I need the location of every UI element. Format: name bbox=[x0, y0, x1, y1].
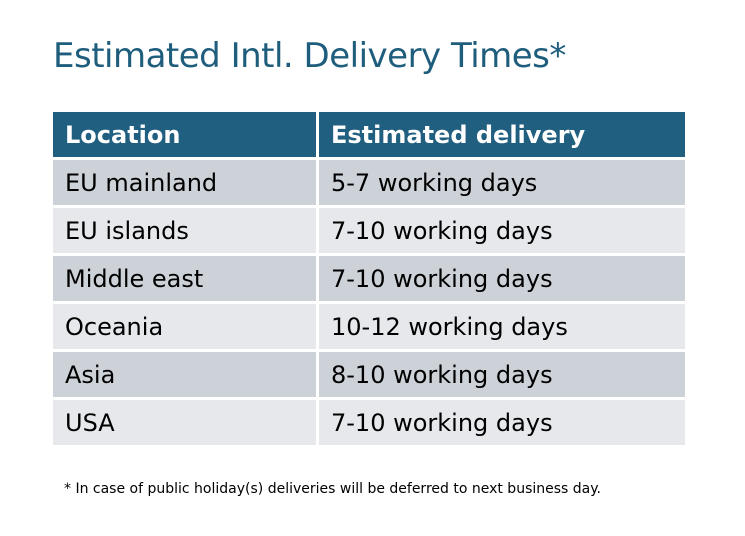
location-cell: Asia bbox=[53, 352, 316, 397]
page-title: Estimated Intl. Delivery Times* bbox=[53, 36, 566, 76]
table-row: EU islands 7-10 working days bbox=[53, 208, 685, 253]
table-row: Asia 8-10 working days bbox=[53, 352, 685, 397]
delivery-cell: 7-10 working days bbox=[319, 208, 685, 253]
location-cell: Oceania bbox=[53, 304, 316, 349]
header-row: Location Estimated delivery bbox=[53, 112, 685, 157]
table-row: Middle east 7-10 working days bbox=[53, 256, 685, 301]
table-row: EU mainland 5-7 working days bbox=[53, 160, 685, 205]
location-cell: USA bbox=[53, 400, 316, 445]
delivery-cell: 7-10 working days bbox=[319, 400, 685, 445]
delivery-cell: 8-10 working days bbox=[319, 352, 685, 397]
location-cell: EU islands bbox=[53, 208, 316, 253]
header-location: Location bbox=[53, 112, 316, 157]
delivery-table: Location Estimated delivery EU mainland 5… bbox=[50, 109, 688, 448]
table-row: USA 7-10 working days bbox=[53, 400, 685, 445]
location-cell: EU mainland bbox=[53, 160, 316, 205]
header-estimated-delivery: Estimated delivery bbox=[319, 112, 685, 157]
footnote: * In case of public holiday(s) deliverie… bbox=[64, 481, 601, 497]
table-row: Oceania 10-12 working days bbox=[53, 304, 685, 349]
delivery-cell: 7-10 working days bbox=[319, 256, 685, 301]
delivery-cell: 5-7 working days bbox=[319, 160, 685, 205]
delivery-cell: 10-12 working days bbox=[319, 304, 685, 349]
location-cell: Middle east bbox=[53, 256, 316, 301]
